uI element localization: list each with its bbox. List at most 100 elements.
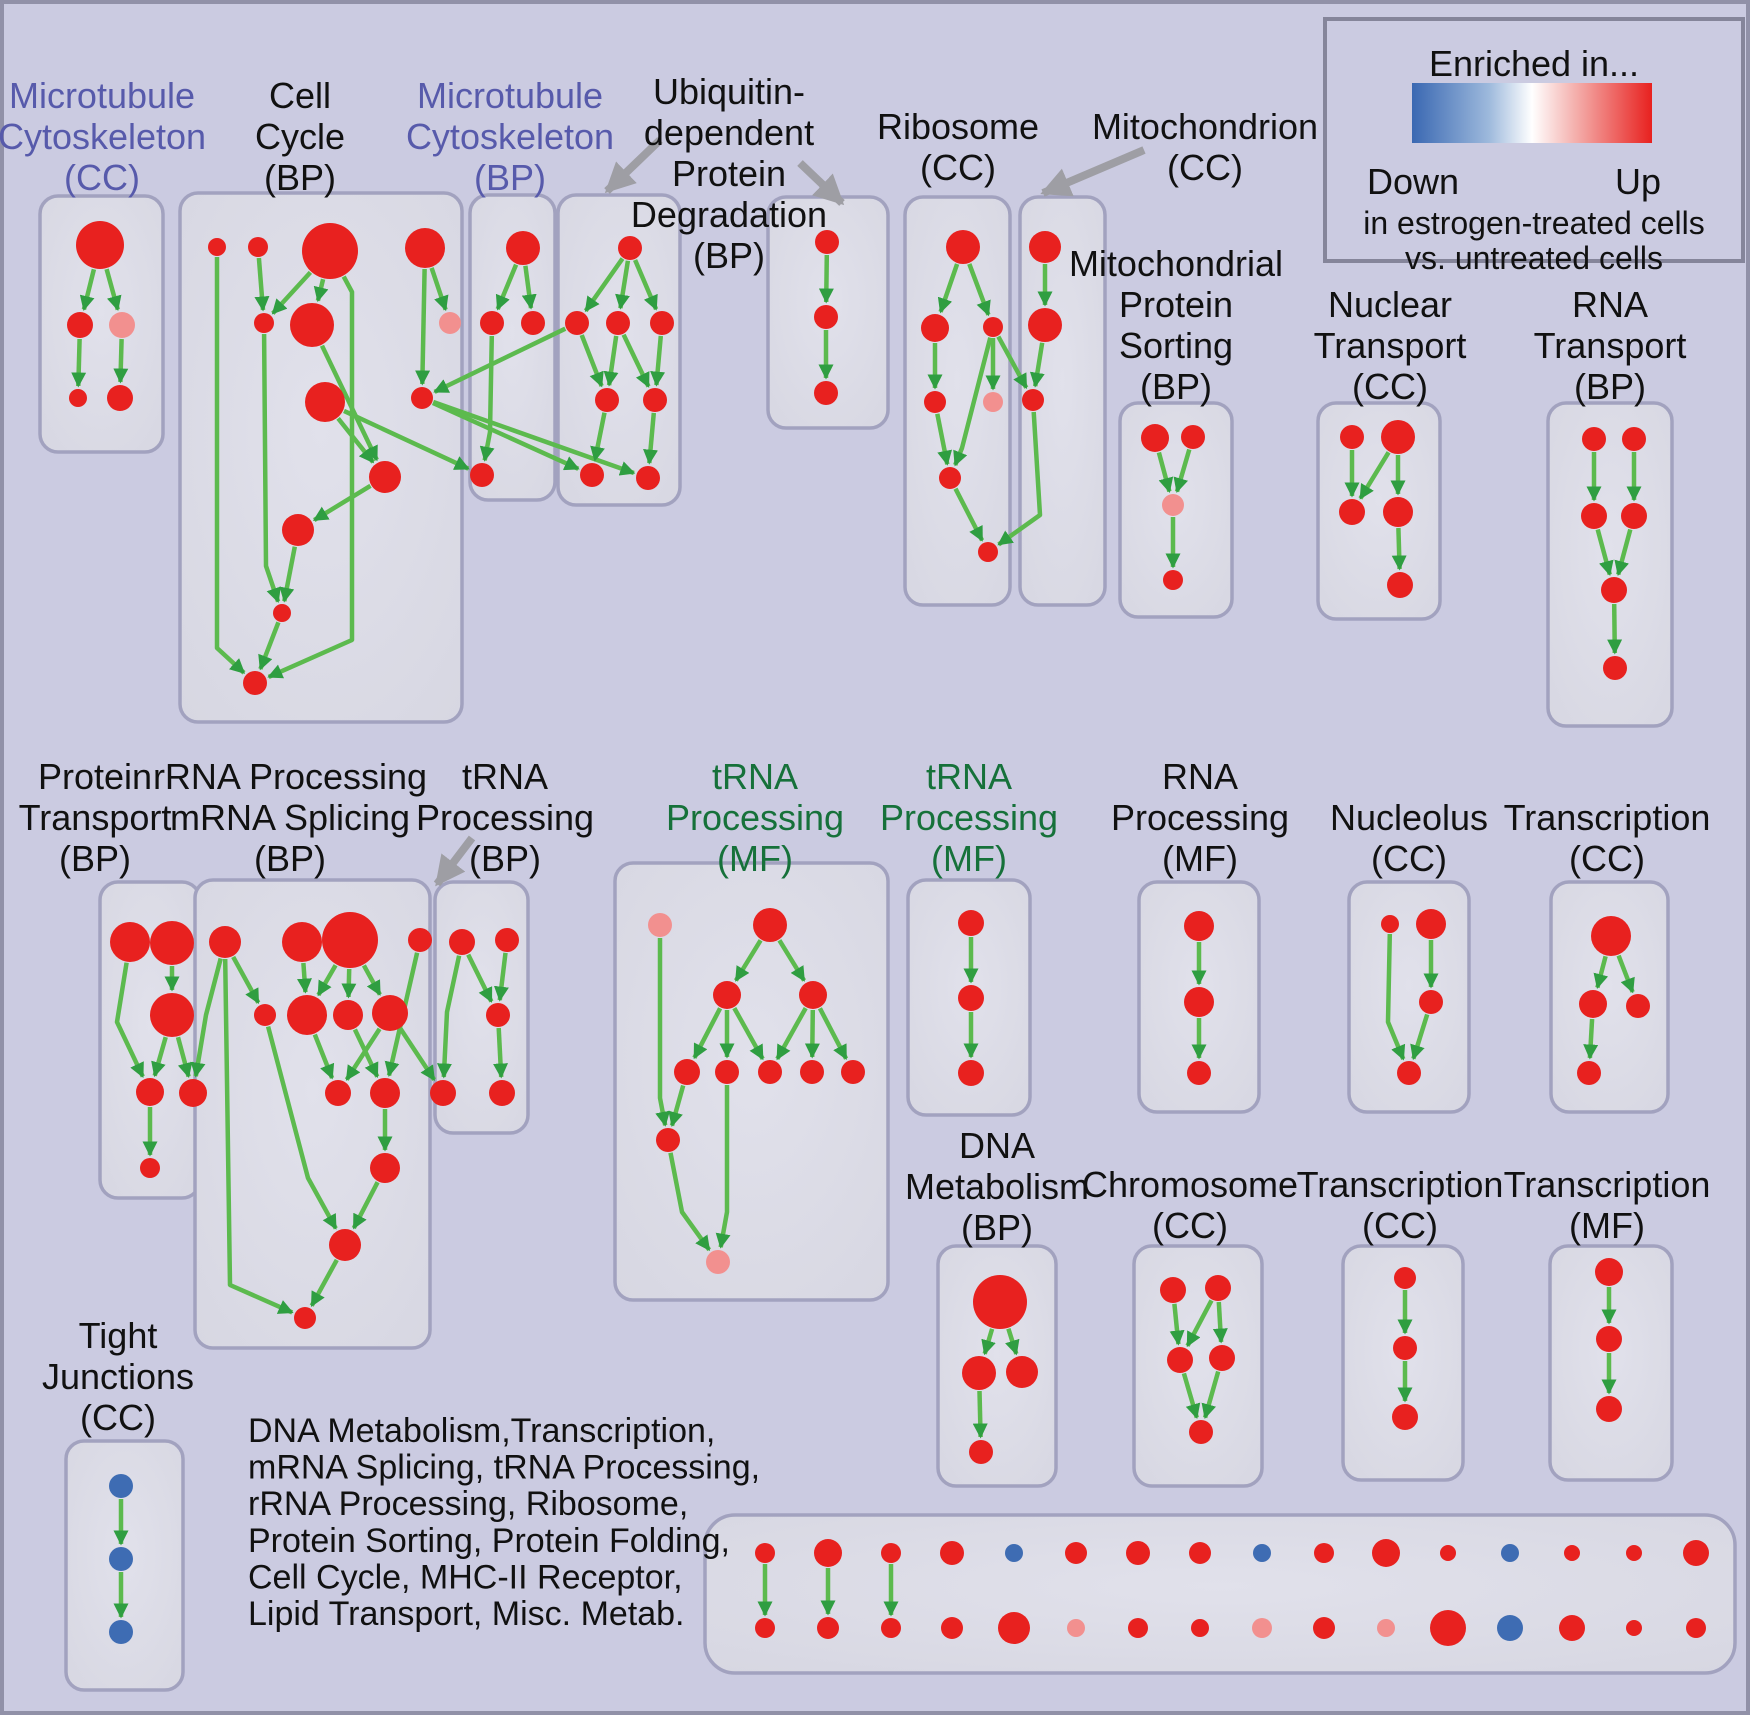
node-ribo-RP <box>983 392 1003 412</box>
edge-ribo-RJ-ribo-RB <box>953 487 985 542</box>
edge-ribo-RS-ribo-RJ <box>953 337 993 467</box>
edge-ua-M-ua-P <box>603 335 619 387</box>
edge-ua-L-ua-P <box>579 334 604 388</box>
node-gmf-G0 <box>648 913 672 937</box>
bs-cluster-box <box>703 1513 1737 1675</box>
legend-gradient-bar <box>1412 83 1652 143</box>
edge-chr-C4-chr-C5 <box>1201 1370 1221 1420</box>
edge-rrna-R2-rrna-R6 <box>296 962 312 994</box>
node-tj-J2 <box>109 1547 133 1571</box>
legend-subtitle-line1: in estrogen-treated cells <box>1363 205 1705 241</box>
edge-gmf-GR-gmf-G34 <box>804 1009 820 1059</box>
node-cc-g <box>439 312 461 334</box>
node-bs-t15 <box>1626 1545 1642 1561</box>
node-bs-b3 <box>881 1618 901 1638</box>
node-rnat-Rc <box>1581 503 1607 529</box>
edge-mtcc-c3-mtcc-c5 <box>113 338 129 384</box>
edge-chr-C3-chr-C5 <box>1181 1372 1201 1420</box>
edge-chr-C2-chr-C3 <box>1185 1299 1214 1348</box>
label-microtubule-cytoskeleton-cc: Microtubule Cytoskeleton (CC) <box>0 75 206 198</box>
edge-cc-b-cc-e <box>254 257 270 312</box>
label-rna-processing-mf: RNA Processing (MF) <box>1111 756 1289 879</box>
ua-cluster-box <box>556 193 682 507</box>
node-mps-MR <box>1181 425 1205 449</box>
node-bs-t1 <box>755 1543 775 1563</box>
node-bs-t5 <box>1005 1544 1023 1562</box>
pointer-ubiquitin-right-arrow <box>797 160 845 206</box>
node-bs-t4 <box>940 1541 964 1565</box>
node-chr-C5 <box>1189 1420 1213 1444</box>
edge-nuc-W1-nuc-W4 <box>1385 933 1406 1061</box>
label-trna-processing-mf-1: tRNA Processing (MF) <box>666 756 844 879</box>
node-tbp-T5 <box>489 1080 515 1106</box>
label-trna-processing-bp: tRNA Processing (BP) <box>416 756 594 879</box>
node-chr-C2 <box>1205 1275 1231 1301</box>
node-bs-b6 <box>1067 1619 1085 1637</box>
node-cc-f <box>290 303 334 347</box>
node-gmf-G34 <box>800 1060 824 1084</box>
node-xcc-X1 <box>1591 916 1631 956</box>
edge-ua-L-cc-i <box>433 326 567 394</box>
node-ycc-Y2 <box>1393 1336 1417 1360</box>
node-nt-N1 <box>1340 425 1364 449</box>
node-rrna-R11 <box>370 1153 400 1183</box>
node-bs-b15 <box>1626 1620 1642 1636</box>
label-ribosome-cc: Ribosome (CC) <box>877 106 1039 188</box>
node-nt-N3 <box>1339 499 1365 525</box>
legend-box: Enriched in... Down Up in estrogen-treat… <box>1323 17 1745 276</box>
node-tj-J3 <box>109 1620 133 1644</box>
edge-cc-f-cc-j <box>319 344 379 462</box>
edge-ribo-RS-mito-M3 <box>996 335 1029 390</box>
node-ribo-RB <box>978 542 998 562</box>
edge-dna-D1-dna-D3 <box>1005 1328 1020 1356</box>
node-bs-b16 <box>1686 1618 1706 1638</box>
node-cc-i <box>411 387 433 409</box>
legend-down-label: Down <box>1367 161 1460 202</box>
edge-ribo-RL2-ribo-RJ <box>935 413 953 466</box>
edge-cc-h-mtbp-D <box>343 408 470 471</box>
node-ribo-RT <box>946 230 980 264</box>
label-nuclear-transport-cc: Nuclear Transport (CC) <box>1314 284 1467 407</box>
node-zmf-Z2 <box>1596 1326 1622 1352</box>
edge-tbp-T1-tbp-T4 <box>436 955 462 1079</box>
node-smf-S3 <box>958 1060 984 1086</box>
edge-rrna-R3-rrna-R8 <box>361 964 382 996</box>
node-tbp-T4 <box>430 1080 456 1106</box>
pointer-mitochondrion-arrow <box>1040 146 1146 197</box>
node-mtcc-c3 <box>109 312 135 338</box>
node-rrna-R5 <box>254 1004 276 1026</box>
edge-tbp-T3-tbp-T5 <box>493 1027 509 1079</box>
node-rrna-R12 <box>329 1229 361 1261</box>
node-bs-t3 <box>881 1543 901 1563</box>
node-mps-MP <box>1162 494 1184 516</box>
node-gmf-GL <box>713 981 741 1009</box>
node-ycc-Y3 <box>1392 1404 1418 1430</box>
node-tbp-T2 <box>495 928 519 952</box>
xcc-cluster-box <box>1549 880 1670 1114</box>
label-transcription-cc-bottom: Transcription (CC) <box>1297 1164 1504 1246</box>
node-bs-b10 <box>1313 1617 1335 1639</box>
node-rrna-R7 <box>333 1000 363 1030</box>
node-cc-c <box>302 223 358 279</box>
node-chr-C4 <box>1209 1345 1235 1371</box>
node-rrna-R13 <box>294 1307 316 1329</box>
edge-mito-M3-ribo-RB <box>997 411 1043 547</box>
label-tight-junctions-cc: Tight Junctions (CC) <box>42 1315 194 1438</box>
node-nt-N4 <box>1383 497 1413 527</box>
node-bs-b9 <box>1252 1618 1272 1638</box>
edge-mtbp-A-mtbp-C <box>521 265 537 310</box>
node-mtcc-c5 <box>107 385 133 411</box>
node-cc-l <box>273 604 291 622</box>
gmf-cluster-box <box>613 861 890 1302</box>
edge-rrna-R11-rrna-R12 <box>351 1181 380 1230</box>
label-ubiquitin-bp: Ubiquitin-dependent Protein Degradation (BP… <box>631 71 827 276</box>
node-bs-t8 <box>1189 1542 1211 1564</box>
node-cc-d <box>405 228 445 268</box>
node-bs-b12 <box>1430 1610 1466 1646</box>
edge-mtbp-B-mtbp-D <box>479 335 495 462</box>
node-pt-P5 <box>179 1079 207 1107</box>
edge-cc-a-cc-m <box>214 257 246 675</box>
edge-rrna-R5-rrna-R12 <box>265 1026 338 1230</box>
node-gmf-G32 <box>715 1060 739 1084</box>
node-nuc-W2 <box>1416 909 1446 939</box>
